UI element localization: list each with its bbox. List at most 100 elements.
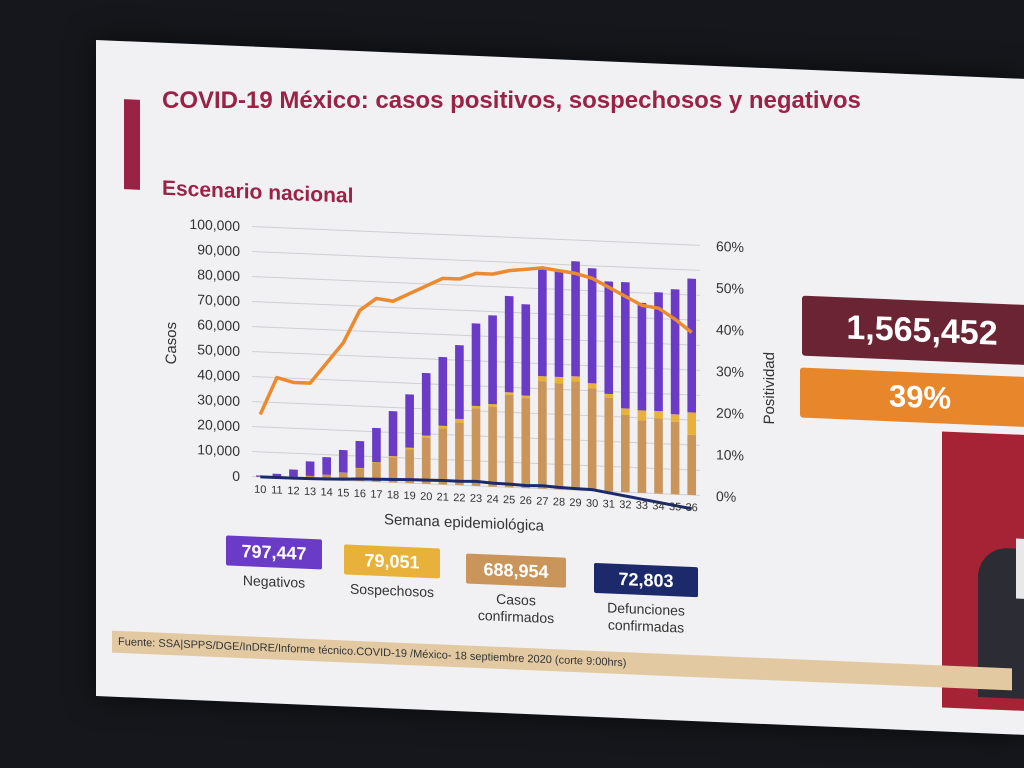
- bar-negativos: [455, 345, 464, 420]
- bar-confirmados: [388, 457, 398, 483]
- bar-confirmados: [670, 421, 680, 495]
- y-tick-label: 0: [232, 468, 240, 484]
- kpi-confirmados-value: 688,954: [466, 553, 566, 588]
- bar-confirmados: [637, 420, 647, 494]
- bar-negativos: [604, 281, 614, 395]
- y2-tick-label: 30%: [716, 363, 744, 380]
- bar-sospechosos: [670, 414, 680, 422]
- line-defunciones: [260, 475, 692, 511]
- x-tick-label: 22: [453, 492, 465, 505]
- gridline: [252, 276, 700, 296]
- bar-sospechosos: [637, 410, 647, 421]
- y2-tick-label: 60%: [716, 238, 744, 255]
- line-positividad: [258, 266, 693, 416]
- bar-confirmados: [521, 397, 531, 489]
- cases-chart: 0 10,000 20,000 30,000 40,000 50,000 60,000 70,…: [163, 216, 778, 535]
- y-tick-label: 90,000: [197, 241, 240, 259]
- x-tick-label: 19: [404, 490, 416, 503]
- bar-sospechosos: [421, 435, 431, 438]
- gridline: [252, 301, 700, 321]
- bar-confirmados: [421, 437, 431, 485]
- x-tick-label: 29: [569, 497, 581, 510]
- x-tick-label: 30: [586, 498, 598, 511]
- bar-sospechosos: [604, 393, 614, 398]
- bar-confirmados: [587, 388, 597, 491]
- x-tick-label: 12: [287, 485, 299, 498]
- y-tick-label: 40,000: [197, 366, 240, 384]
- x-tick-label: 34: [652, 500, 664, 513]
- x-tick-label: 15: [337, 487, 349, 500]
- bar-negativos: [538, 268, 547, 377]
- gridline: [252, 251, 700, 271]
- bar-negativos: [554, 269, 564, 378]
- x-tick-label: 21: [437, 491, 449, 504]
- y2-axis-title: Positividad: [761, 352, 778, 425]
- bar-sospechosos: [504, 392, 514, 395]
- bar-negativos: [654, 292, 663, 412]
- x-tick-label: 16: [354, 488, 366, 501]
- x-tick-label: 14: [321, 486, 333, 499]
- bar-sospechosos: [521, 395, 531, 399]
- kpi-negativos-value: 797,447: [226, 535, 322, 570]
- bar-sospechosos: [587, 383, 597, 389]
- y-tick-label: 80,000: [197, 266, 240, 284]
- x-tick-label: 25: [503, 494, 515, 507]
- bar-confirmados: [604, 397, 614, 492]
- bar-negativos: [687, 278, 697, 413]
- y-tick-label: 20,000: [197, 416, 240, 434]
- x-tick-label: 18: [387, 489, 399, 502]
- x-tick-label: 33: [636, 500, 648, 513]
- kpi-sospechosos-value: 79,051: [344, 544, 440, 579]
- x-tick-label: 35: [669, 501, 681, 514]
- y-tick-label: 10,000: [197, 441, 240, 459]
- y2-tick-label: 50%: [716, 280, 744, 297]
- bar-sospechosos: [405, 447, 414, 450]
- x-tick-label: 24: [486, 493, 498, 506]
- bar-sospechosos: [687, 412, 697, 436]
- bar-sospechosos: [338, 472, 348, 474]
- x-tick-label: 27: [536, 495, 548, 508]
- bar-confirmados: [538, 381, 547, 489]
- bar-negativos: [289, 469, 298, 477]
- bar-confirmados: [654, 418, 663, 494]
- x-tick-label: 13: [304, 486, 316, 499]
- bar-negativos: [670, 289, 680, 415]
- bar-negativos: [322, 456, 331, 475]
- x-tick-label: 28: [553, 496, 565, 509]
- bar-negativos: [405, 394, 414, 448]
- bar-sospechosos: [554, 376, 564, 384]
- bar-confirmados: [455, 422, 464, 486]
- bar-negativos: [388, 411, 398, 457]
- bar-sospechosos: [455, 418, 464, 423]
- bar-negativos: [488, 315, 497, 405]
- x-tick-label: 36: [686, 502, 698, 515]
- bar-confirmados: [488, 406, 497, 487]
- bar-confirmados: [405, 449, 414, 484]
- kpi-defunciones-value: 72,803: [594, 562, 698, 598]
- bar-negativos: [571, 261, 580, 377]
- bar-sospechosos: [471, 405, 481, 409]
- x-tick-label: 23: [470, 493, 482, 506]
- x-tick-label: 11: [271, 484, 282, 496]
- bar-confirmados: [504, 394, 514, 488]
- bar-confirmados: [621, 414, 630, 493]
- y-tick-label: 60,000: [197, 316, 240, 334]
- y-tick-label: 100,000: [189, 216, 240, 234]
- bar-sospechosos: [355, 467, 365, 469]
- bar-negativos: [372, 427, 381, 463]
- bar-negativos: [521, 304, 531, 396]
- bar-sospechosos: [372, 462, 381, 464]
- bar-confirmados: [554, 382, 564, 490]
- presentation-slide: COVID-19 México: casos positivos, sospec…: [96, 40, 1024, 735]
- bar-confirmados: [471, 408, 481, 487]
- positivity-percent-box: 39%: [800, 367, 1024, 428]
- bar-confirmados: [438, 428, 448, 485]
- x-tick-label: 32: [619, 499, 631, 512]
- y-tick-label: 70,000: [197, 291, 240, 309]
- bar-negativos: [421, 372, 431, 436]
- bar-sospechosos: [654, 410, 663, 419]
- bar-negativos: [637, 302, 647, 411]
- bar-negativos: [471, 323, 481, 407]
- bar-negativos: [355, 440, 365, 469]
- bar-confirmados: [687, 434, 697, 496]
